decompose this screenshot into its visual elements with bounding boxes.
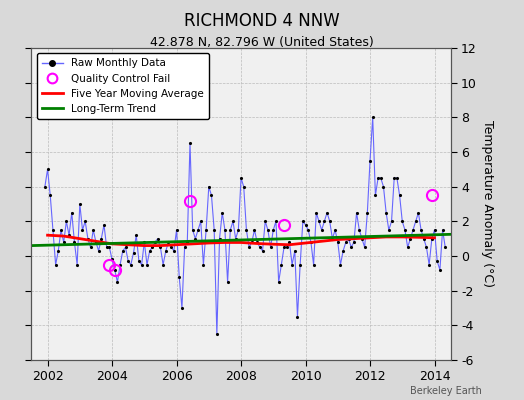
Text: 42.878 N, 82.796 W (United States): 42.878 N, 82.796 W (United States)	[150, 36, 374, 49]
Legend: Raw Monthly Data, Quality Control Fail, Five Year Moving Average, Long-Term Tren: Raw Monthly Data, Quality Control Fail, …	[37, 53, 209, 119]
Text: Berkeley Earth: Berkeley Earth	[410, 386, 482, 396]
Text: RICHMOND 4 NNW: RICHMOND 4 NNW	[184, 12, 340, 30]
Y-axis label: Temperature Anomaly (°C): Temperature Anomaly (°C)	[481, 120, 494, 288]
